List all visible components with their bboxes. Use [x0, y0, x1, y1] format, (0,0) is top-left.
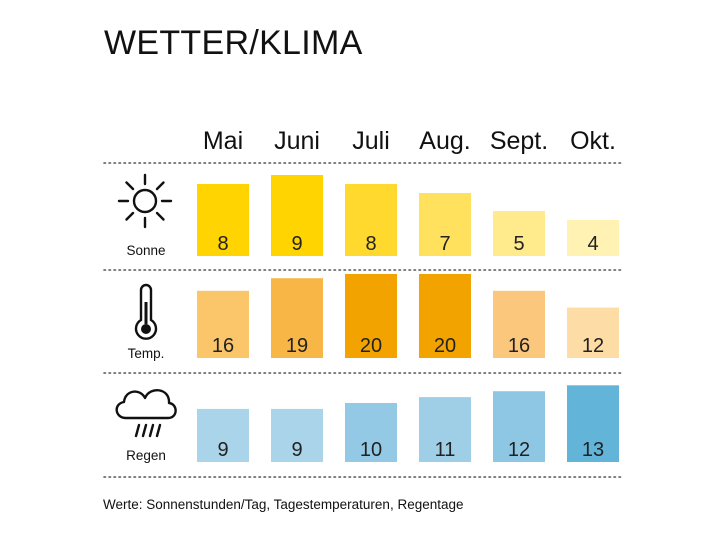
- row-label: Temp.: [128, 346, 165, 361]
- row-temp: 16 19 20 20 16 12 Temp.: [128, 274, 619, 361]
- bar: [493, 211, 545, 256]
- bar: [419, 193, 471, 256]
- row-regen: 9 9 10 11 12 13 Regen: [126, 385, 619, 463]
- bar: [493, 290, 545, 358]
- month-label: Juli: [352, 127, 390, 155]
- value-label: 8: [365, 233, 376, 255]
- bar: [345, 403, 397, 462]
- month-label: Mai: [203, 127, 243, 155]
- value-label: 11: [435, 439, 456, 461]
- row-dividers: [103, 162, 623, 478]
- value-label: 16: [212, 335, 234, 357]
- bar: [197, 184, 249, 256]
- bar: [419, 274, 471, 358]
- value-label: 12: [582, 335, 604, 357]
- bar: [567, 385, 619, 462]
- month-label: Juni: [274, 127, 320, 155]
- month-label: Aug.: [419, 127, 470, 155]
- rain-cloud-icon: [115, 389, 177, 438]
- bar: [197, 408, 249, 462]
- bar: [419, 397, 471, 462]
- bar: [271, 175, 323, 256]
- bar: [345, 184, 397, 256]
- chart-title: WETTER/KLIMA: [104, 24, 363, 62]
- value-label: 8: [217, 233, 228, 255]
- bar: [567, 220, 619, 256]
- value-label: 4: [587, 233, 598, 255]
- value-label: 12: [508, 439, 530, 461]
- month-label: Sept.: [490, 127, 548, 155]
- value-label: 20: [360, 335, 382, 357]
- sun-icon: [117, 173, 173, 229]
- value-label: 16: [508, 335, 530, 357]
- row-sonne: 8 9 8 7 5 4 Sonne: [126, 175, 619, 258]
- value-label: 13: [582, 439, 604, 461]
- row-label: Regen: [126, 448, 166, 463]
- value-label: 9: [291, 233, 302, 255]
- bar: [345, 274, 397, 358]
- value-label: 19: [286, 335, 308, 357]
- value-label: 9: [217, 439, 228, 461]
- value-label: 10: [360, 439, 382, 461]
- value-label: 9: [291, 439, 302, 461]
- bar: [271, 408, 323, 462]
- chart-rows: 8 9 8 7 5 4 Sonne 16 19 20 20 16 12 Temp. 9 9 10 11 12 13 Re…: [126, 175, 619, 463]
- footnote: Werte: Sonnenstunden/Tag, Tagestemperatu…: [103, 497, 464, 512]
- bar: [197, 290, 249, 358]
- bar: [271, 278, 323, 358]
- month-label: Okt.: [570, 127, 616, 155]
- month-labels: Mai Juni Juli Aug. Sept. Okt.: [203, 127, 616, 155]
- value-label: 7: [439, 233, 450, 255]
- bar: [493, 391, 545, 462]
- bar: [567, 307, 619, 358]
- thermometer-icon: [134, 283, 158, 340]
- row-label: Sonne: [126, 243, 165, 258]
- value-label: 5: [513, 233, 524, 255]
- value-label: 20: [434, 335, 456, 357]
